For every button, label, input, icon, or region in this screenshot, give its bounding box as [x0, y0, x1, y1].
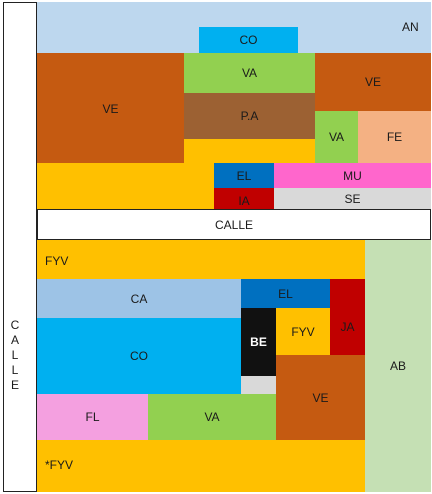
label-fyv-bottom: *FYV [45, 458, 74, 472]
zone-ve-left: VE [37, 53, 184, 164]
zone-ve-bottom: VE [276, 355, 365, 440]
zone-el-top: EL [214, 163, 274, 188]
zone-ia: IA [214, 188, 274, 209]
street-calle-horizontal: CALLE [37, 209, 431, 240]
left-margin-divider [36, 2, 37, 492]
street-vertical-letter: L [11, 348, 19, 362]
zone-yellow-top-a [184, 139, 315, 164]
zone-pa: P.A [184, 93, 315, 139]
label-fyv-top: FYV [45, 254, 69, 268]
zone-va-top: VA [184, 53, 315, 93]
zone-yellow-top-b [37, 163, 215, 209]
zone-ca: CA [37, 279, 241, 318]
zone-fl: FL [37, 394, 148, 440]
zone-ve-right: VE [315, 53, 431, 111]
zone-ab: AB [365, 240, 431, 492]
zone-fyv-mid: FYV [276, 308, 330, 355]
zone-be: BE [241, 308, 276, 376]
zone-co-bottom: CO [37, 318, 241, 394]
street-vertical-letter: A [10, 333, 19, 347]
street-calle-vertical: C A L L E [4, 318, 26, 393]
street-vertical-letter: C [10, 318, 20, 332]
zone-va-bottom: VA [148, 394, 276, 440]
street-vertical-letter: E [10, 378, 19, 392]
zone-se-top: SE [274, 188, 431, 209]
zone-el-bottom: EL [241, 279, 330, 308]
zone-va-small: VA [315, 111, 358, 163]
zone-fe: FE [358, 111, 431, 163]
label-an: AN [402, 20, 419, 34]
zone-mu: MU [274, 163, 431, 188]
street-vertical-letter: L [11, 363, 19, 377]
zone-co-top: CO [199, 27, 298, 53]
